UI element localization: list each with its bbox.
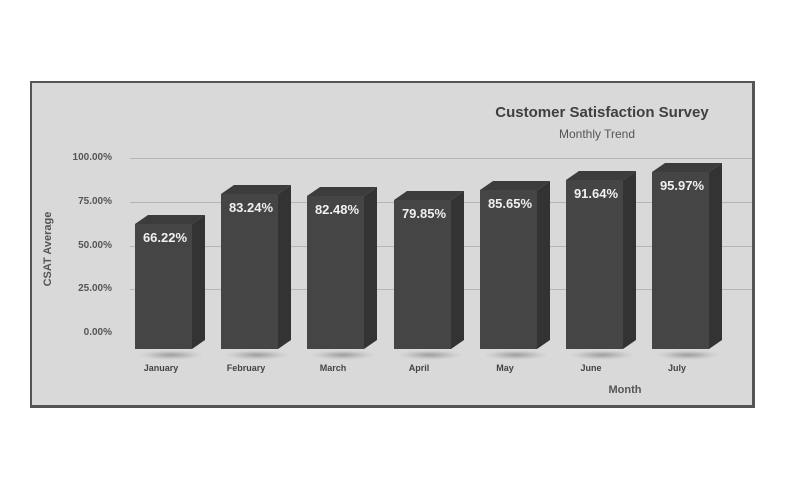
x-tick-january: January	[143, 363, 179, 373]
bar-top-face	[221, 185, 291, 194]
x-tick-june: June	[580, 363, 602, 373]
x-tick-may: May	[496, 363, 514, 373]
chart-title: Customer Satisfaction Survey	[495, 104, 709, 121]
bar-value-label: 66.22%	[142, 230, 188, 245]
x-tick-april: April	[408, 363, 430, 373]
bar-shadow	[311, 350, 375, 360]
bar-side-face	[451, 191, 464, 349]
x-tick-july: July	[667, 363, 686, 373]
bar-front-face	[307, 196, 364, 349]
bar-front-face	[566, 180, 623, 349]
bar-front-face	[221, 194, 278, 349]
bar-top-face	[566, 171, 636, 180]
bar-side-face	[278, 185, 291, 349]
bar-shadow	[570, 350, 634, 360]
y-axis-label: CSAT Average	[42, 211, 54, 287]
bar-front-face	[652, 172, 709, 349]
bar-value-label: 85.65%	[487, 196, 533, 211]
bar-january: 66.22%	[135, 215, 205, 360]
bar-top-face	[135, 215, 205, 224]
bar-may: 85.65%	[480, 181, 550, 360]
bar-side-face	[364, 187, 377, 349]
bar-march: 82.48%	[307, 187, 377, 360]
y-tick-25: 25.00%	[78, 283, 112, 294]
bar-side-face	[623, 171, 636, 349]
x-tick-february: February	[226, 363, 266, 373]
y-tick-0: 0.00%	[83, 327, 112, 338]
x-tick-march: March	[319, 363, 347, 373]
bar-top-face	[480, 181, 550, 190]
bar-february: 83.24%	[221, 185, 291, 360]
y-tick-100: 100.00%	[72, 152, 112, 163]
y-tick-50: 50.00%	[78, 240, 112, 251]
bar-shadow	[398, 350, 462, 360]
bar-shadow	[484, 350, 548, 360]
bar-shadow	[139, 350, 203, 360]
bar-shadow	[656, 350, 720, 360]
gridline-100	[130, 158, 752, 159]
bar-value-label: 79.85%	[401, 206, 447, 221]
bar-value-label: 83.24%	[228, 200, 274, 215]
bar-front-face	[135, 224, 192, 349]
bar-front-face	[394, 200, 451, 349]
bar-front-face	[480, 190, 537, 349]
bar-shadow	[225, 350, 289, 360]
bar-value-label: 95.97%	[659, 178, 705, 193]
bar-april: 79.85%	[394, 191, 464, 360]
bar-value-label: 91.64%	[573, 186, 619, 201]
bar-value-label: 82.48%	[314, 202, 360, 217]
x-axis-label: Month	[608, 384, 642, 396]
bar-top-face	[652, 163, 722, 172]
bar-side-face	[537, 181, 550, 349]
bar-top-face	[394, 191, 464, 200]
bar-top-face	[307, 187, 377, 196]
chart-subtitle: Monthly Trend	[558, 127, 636, 141]
bar-side-face	[192, 215, 205, 349]
bar-side-face	[709, 163, 722, 349]
bar-july: 95.97%	[652, 163, 722, 360]
y-tick-75: 75.00%	[78, 196, 112, 207]
bar-june: 91.64%	[566, 171, 636, 360]
